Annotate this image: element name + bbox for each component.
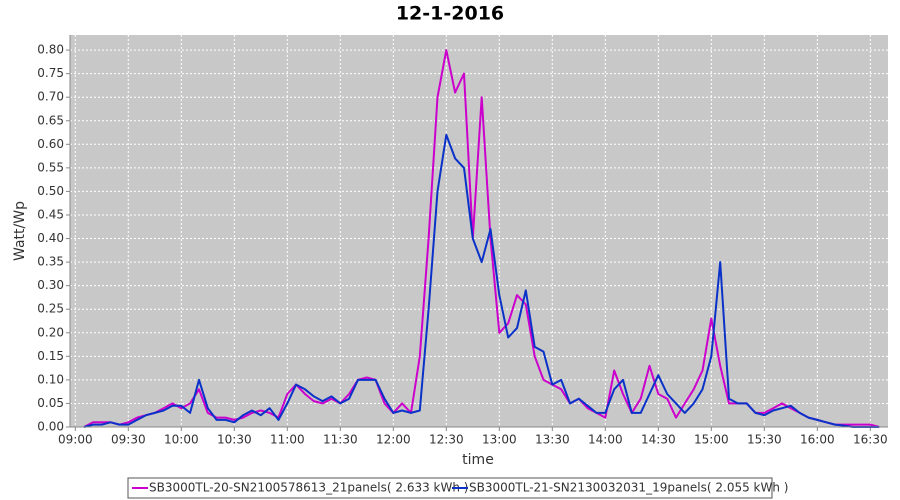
y-tick-label: 0.40	[37, 231, 64, 245]
x-tick-label: 11:30	[323, 433, 358, 447]
y-tick-label: 0.05	[37, 396, 64, 410]
x-tick-label: 16:00	[800, 433, 835, 447]
series-line	[83, 133, 880, 428]
x-tick-label: 12:30	[429, 433, 464, 447]
x-tick-label: 10:00	[164, 433, 199, 447]
x-tick-label: 10:30	[217, 433, 252, 447]
y-tick-label: 0.00	[37, 420, 64, 434]
chart-title: 12-1-2016	[396, 3, 504, 25]
y-tick-label: 0.60	[37, 137, 64, 151]
plot-area	[70, 35, 888, 427]
y-tick-label: 0.35	[37, 255, 64, 269]
y-tick-label: 0.25	[37, 302, 64, 316]
x-tick-label: 12:00	[376, 433, 411, 447]
y-tick-label: 0.75	[37, 66, 64, 80]
y-tick-label: 0.30	[37, 278, 64, 292]
x-tick-label: 13:00	[482, 433, 517, 447]
x-tick-label: 11:00	[270, 433, 305, 447]
y-tick-label: 0.70	[37, 90, 64, 104]
x-tick-label: 14:00	[588, 433, 623, 447]
x-tick-label: 13:30	[535, 433, 570, 447]
legend	[127, 477, 773, 499]
y-tick-label: 0.80	[37, 43, 64, 57]
y-axis-label: Watt/Wp	[12, 201, 28, 261]
x-tick-label: 09:00	[58, 433, 93, 447]
y-tick-label: 0.45	[37, 207, 64, 221]
x-tick-label: 15:00	[694, 433, 729, 447]
legend-label: SB3000TL-21-SN2130032031_19panels( 2.055…	[469, 481, 788, 495]
x-axis-label: time	[462, 452, 494, 468]
x-tick-label: 14:30	[641, 433, 676, 447]
y-tick-label: 0.20	[37, 325, 64, 339]
legend-label: SB3000TL-20-SN2100578613_21panels( 2.633…	[149, 481, 468, 495]
x-tick-label: 16:30	[853, 433, 888, 447]
y-tick-label: 0.50	[37, 184, 64, 198]
y-tick-label: 0.15	[37, 349, 64, 363]
y-tick-label: 0.10	[37, 372, 64, 386]
x-tick-label: 15:30	[747, 433, 782, 447]
x-tick-label: 09:30	[111, 433, 146, 447]
y-tick-label: 0.65	[37, 113, 64, 127]
y-tick-label: 0.55	[37, 160, 64, 174]
